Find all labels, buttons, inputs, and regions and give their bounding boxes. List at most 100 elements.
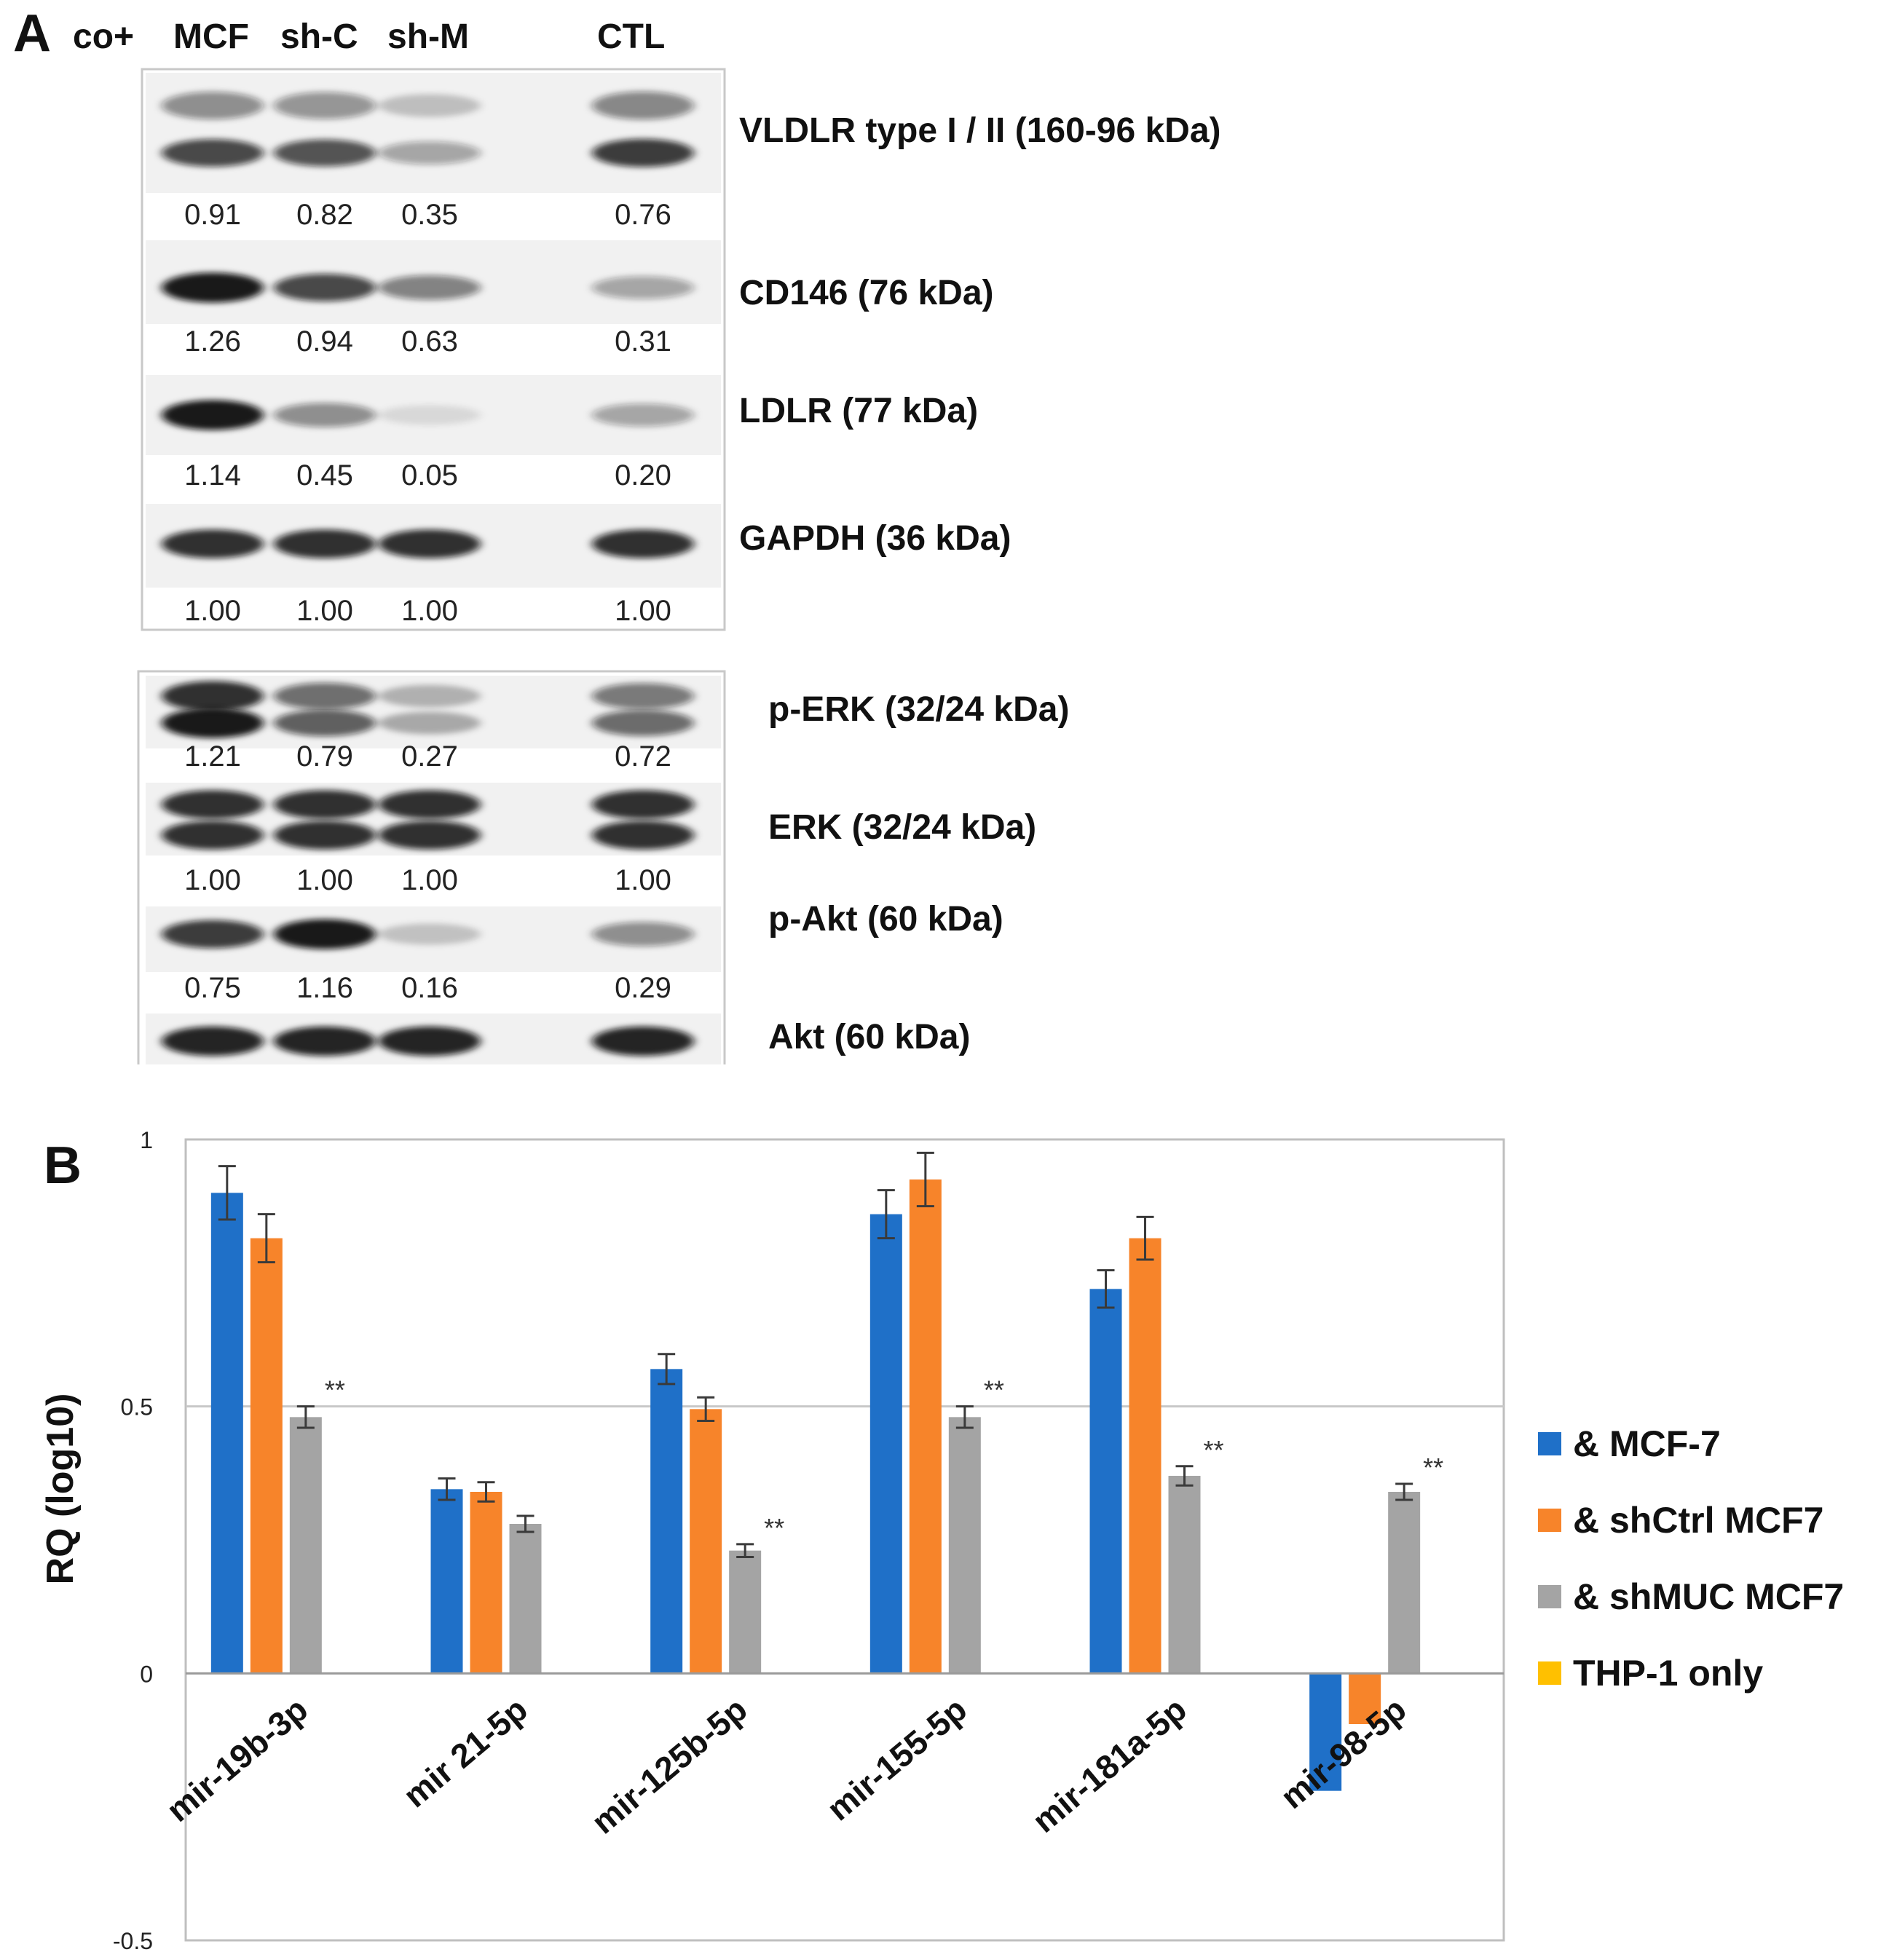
legend-label: & shMUC MCF7 [1573, 1576, 1844, 1617]
x-category-labels: mir-19b-3p mir 21-5p mir-125b-5p mir-155-5p… [159, 1690, 1413, 1841]
blot-band [274, 274, 376, 301]
blot-quant-value: 1.21 [184, 740, 241, 772]
blot-band [592, 529, 694, 558]
bar [690, 1409, 722, 1674]
blot-label: LDLR (77 kDa) [739, 392, 978, 430]
blot-quant-value: 0.20 [615, 459, 671, 491]
blot-band [162, 529, 264, 558]
legend-swatch [1538, 1585, 1561, 1608]
legend-swatch [1538, 1432, 1561, 1455]
panel-b-letter: B [44, 1137, 82, 1195]
blot-band [592, 1026, 694, 1056]
blot-row: VLDLR type I / II (160-96 kDa) 0.91 0.82 0.… [146, 73, 1221, 231]
blot-band [274, 139, 376, 167]
blot-quant-value: 0.05 [401, 459, 458, 491]
blot-label: GAPDH (36 kDa) [739, 519, 1011, 558]
y-tick-label: -0.5 [113, 1928, 153, 1954]
blot-label: p-Akt (60 kDa) [768, 900, 1003, 938]
blot-quant-value: 0.94 [296, 325, 353, 357]
bar [1168, 1476, 1201, 1674]
error-bar [658, 1353, 676, 1386]
legend-swatch [1538, 1661, 1561, 1685]
x-category-label: mir-125b-5p [584, 1690, 754, 1841]
blot-quant-value: 0.31 [615, 325, 671, 357]
blot-row: p-ERK (32/24 kDa) 1.21 0.79 0.27 0.72 [146, 676, 1069, 772]
blot-band [162, 400, 264, 430]
blot-band [274, 92, 376, 119]
y-tick-label: 0.5 [121, 1394, 153, 1420]
significance-mark: ** [1203, 1435, 1223, 1465]
blot-row: CD146 (76 kDa) 1.26 0.94 0.63 0.31 [146, 240, 994, 357]
y-axis-label: RQ (log10) [39, 1394, 82, 1585]
blot-band [274, 709, 376, 737]
blot-quant-value: 1.26 [184, 325, 241, 357]
blot-quant-value: 0.79 [296, 740, 353, 772]
significance-mark: ** [764, 1513, 784, 1543]
panel-a-western-blot: A co+ MCF sh-C sh-M CTL VLDLR type I / I… [13, 4, 1221, 1064]
y-tick-labels: 1 0.5 0 -0.5 [113, 1127, 153, 1954]
error-bar [438, 1477, 456, 1501]
blot-band [274, 529, 376, 558]
bar [948, 1417, 981, 1674]
legend-label: & MCF-7 [1573, 1423, 1721, 1464]
blot-row: GAPDH (36 kDa) 1.00 1.00 1.00 1.00 [146, 504, 1011, 627]
y-tick-label: 1 [140, 1127, 153, 1153]
blot-band [162, 139, 264, 167]
blot-label: VLDLR type I / II (160-96 kDa) [739, 111, 1221, 150]
legend-item: & shCtrl MCF7 [1538, 1500, 1823, 1541]
y-tick-label: 0 [140, 1661, 153, 1687]
blot-band [274, 682, 376, 710]
blot-quant-value: 1.00 [615, 595, 671, 627]
blot-band [379, 94, 481, 117]
blot-row: p-Akt (60 kDa) 0.75 1.16 0.16 0.29 [146, 900, 1003, 1004]
legend-item: THP-1 only [1538, 1653, 1763, 1694]
blot-quant-value: 0.45 [296, 459, 353, 491]
panel-a-letter: A [13, 4, 51, 63]
blot-band [592, 821, 694, 850]
bar [1129, 1238, 1162, 1674]
error-bar [516, 1514, 535, 1533]
blot-rows: VLDLR type I / II (160-96 kDa) 0.91 0.82 0.… [146, 73, 1221, 1064]
blot-quant-value: 0.75 [184, 972, 241, 1004]
blot-quant-value: 0.82 [296, 199, 353, 231]
blot-band [162, 790, 264, 819]
blot-band [162, 1026, 264, 1056]
significance-mark: ** [984, 1375, 1004, 1405]
blot-band [379, 405, 481, 425]
legend-item: & shMUC MCF7 [1538, 1576, 1844, 1617]
error-bar [877, 1189, 895, 1240]
blot-band [274, 1026, 376, 1056]
blot-label: ERK (32/24 kDa) [768, 808, 1036, 847]
error-bar [736, 1543, 754, 1558]
error-bar [1136, 1215, 1154, 1261]
blot-band [274, 919, 376, 949]
blot-quant-value: 0.76 [615, 199, 671, 231]
legend-label: & shCtrl MCF7 [1573, 1500, 1823, 1541]
plot-area [184, 1138, 1505, 1942]
panel-b-chart: B ** ** ** ** ** 1 0.5 0 -0.5 mir-19b-3p mir 21-… [39, 1127, 1844, 1954]
blot-band [162, 92, 264, 119]
legend-label: THP-1 only [1573, 1653, 1763, 1694]
blot-band [379, 684, 481, 708]
blot-row: ERK (32/24 kDa) 1.00 1.00 1.00 1.00 [146, 783, 1036, 896]
blot-band [274, 790, 376, 819]
error-bar [218, 1165, 236, 1221]
blot-band [592, 790, 694, 819]
x-category-label: mir-98-5p [1274, 1690, 1413, 1816]
blot-band [379, 529, 481, 558]
blot-quant-value: 1.00 [401, 864, 458, 896]
blot-quant-value: 0.29 [615, 972, 671, 1004]
blot-quant-value: 0.63 [401, 325, 458, 357]
blot-quant-value: 0.16 [401, 972, 458, 1004]
bar [1388, 1492, 1421, 1674]
blot-band [379, 790, 481, 819]
blot-frame-lower [137, 670, 726, 1064]
blot-band [592, 138, 694, 167]
bar [1349, 1673, 1381, 1724]
bar [650, 1369, 683, 1674]
legend: & MCF-7 & shCtrl MCF7 & shMUC MCF7 THP-1 on… [1538, 1423, 1844, 1694]
bar [869, 1214, 902, 1674]
blot-membrane [146, 73, 721, 193]
error-bar [1097, 1269, 1115, 1309]
